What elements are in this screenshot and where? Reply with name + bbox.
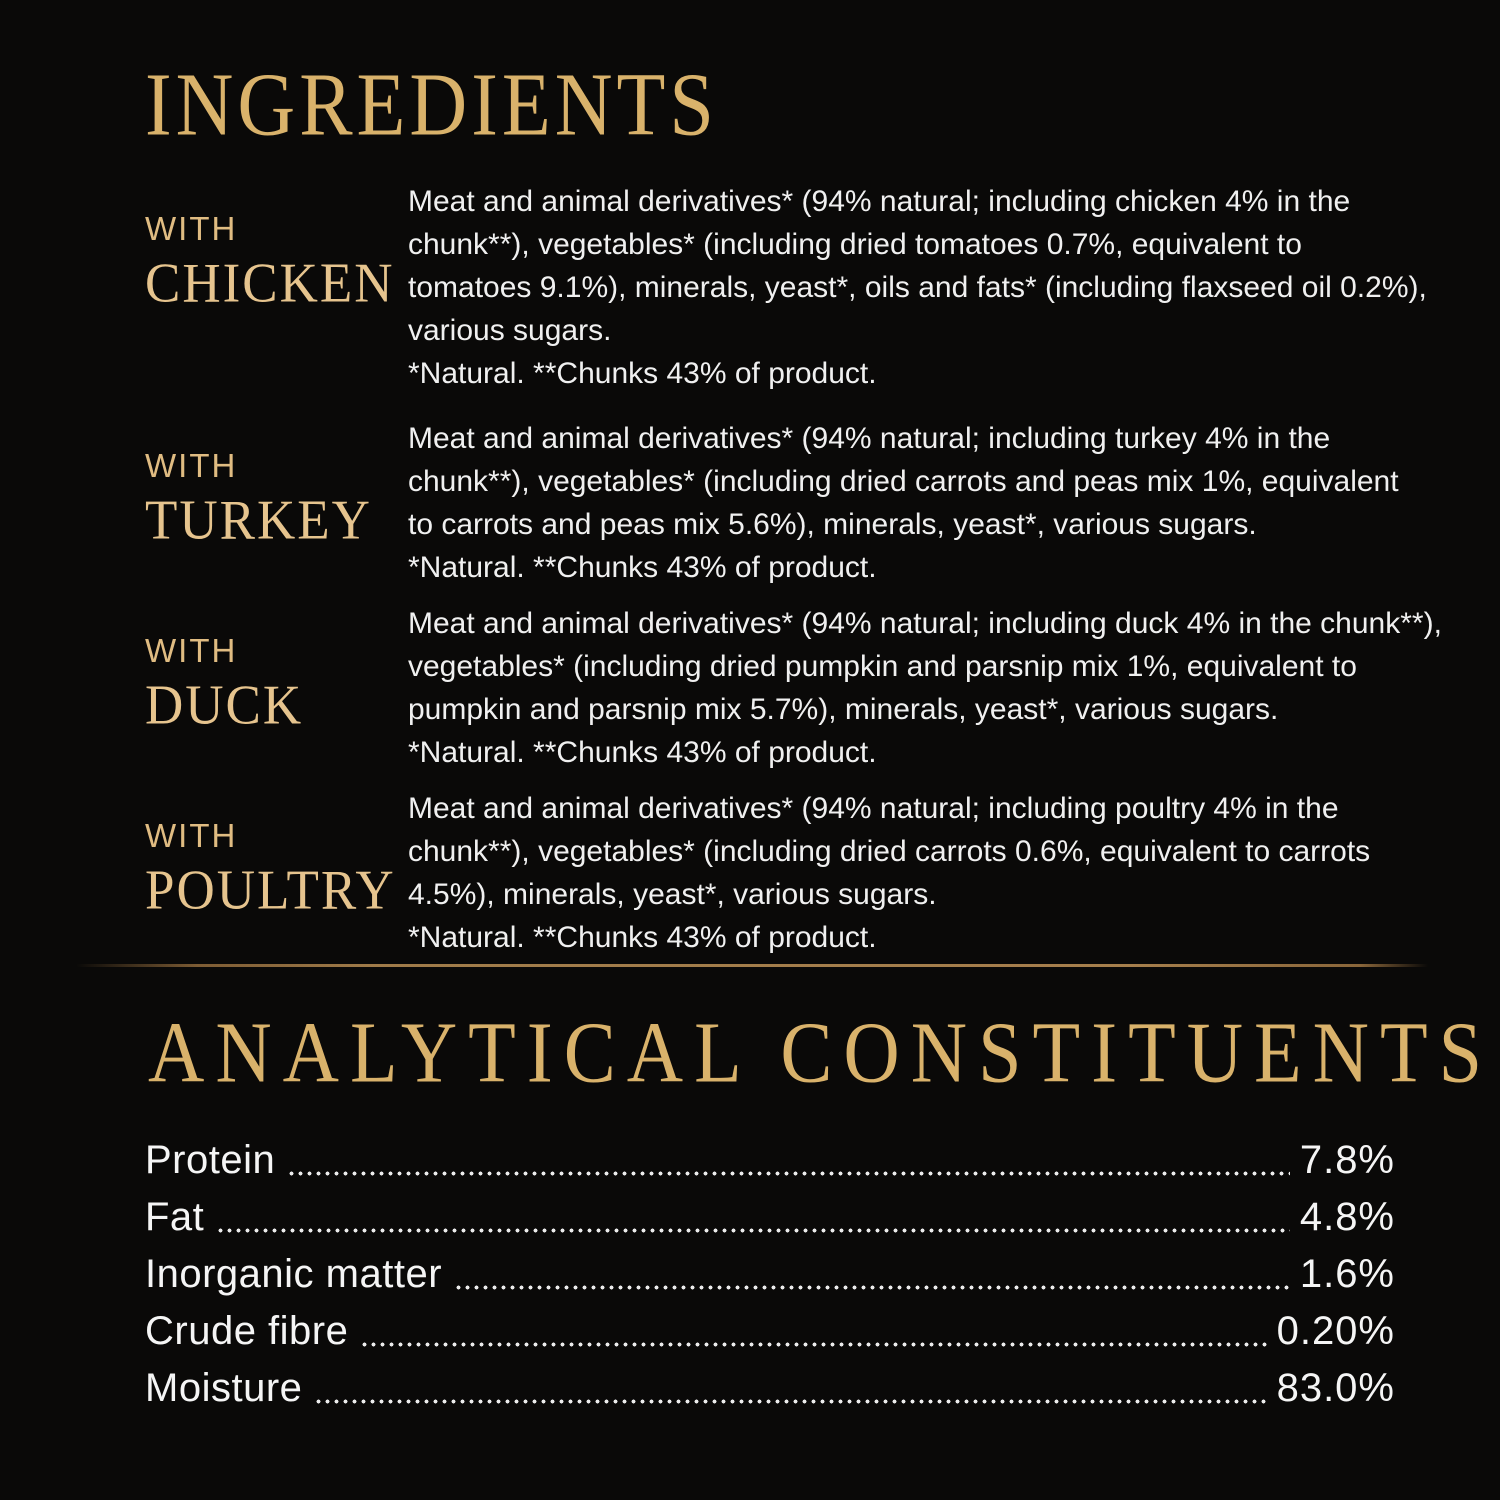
constituent-value: 0.20% <box>1276 1309 1395 1353</box>
section-ingredients-text: Meat and animal derivatives* (94% natura… <box>408 792 1371 954</box>
section-label-prefix: WITH <box>145 447 238 484</box>
gold-divider-line <box>76 964 1428 967</box>
ingredients-title: INGREDIENTS <box>145 56 718 155</box>
constituent-value: 4.8% <box>1299 1195 1395 1239</box>
dotted-leader <box>287 1171 1290 1176</box>
analytical-constituents-list: Protein 7.8% Fat 4.8% Inorganic matter 1… <box>145 1138 1395 1423</box>
constituent-label: Crude fibre <box>145 1309 349 1353</box>
ingredient-section-chicken: WITH CHICKEN Meat and animal derivatives… <box>145 180 1455 395</box>
constituent-value: 83.0% <box>1276 1366 1395 1410</box>
dotted-leader <box>454 1285 1290 1290</box>
section-label-prefix: WITH <box>145 632 238 669</box>
section-label-name: POULTRY <box>145 860 396 921</box>
constituent-row-inorganic-matter: Inorganic matter 1.6% <box>145 1252 1395 1309</box>
section-label-name: CHICKEN <box>145 253 395 314</box>
constituent-value: 7.8% <box>1299 1138 1395 1182</box>
dotted-leader <box>314 1399 1267 1404</box>
constituent-row-moisture: Moisture 83.0% <box>145 1366 1395 1423</box>
section-label-name: TURKEY <box>145 490 372 551</box>
section-label: WITH CHICKEN <box>145 180 408 395</box>
section-label: WITH POULTRY <box>145 787 408 959</box>
section-ingredients-text: Meat and animal derivatives* (94% natura… <box>408 185 1427 390</box>
ingredients-sections: WITH CHICKEN Meat and animal derivatives… <box>145 180 1455 972</box>
constituent-label: Moisture <box>145 1366 303 1410</box>
section-label-prefix: WITH <box>145 210 238 247</box>
constituent-value: 1.6% <box>1299 1252 1395 1296</box>
section-ingredients-text: Meat and animal derivatives* (94% natura… <box>408 422 1399 584</box>
section-label: WITH DUCK <box>145 602 408 774</box>
dotted-leader <box>360 1342 1267 1347</box>
section-label: WITH TURKEY <box>145 417 408 589</box>
constituent-label: Protein <box>145 1138 276 1182</box>
section-ingredients-text: Meat and animal derivatives* (94% natura… <box>408 607 1442 769</box>
constituent-label: Fat <box>145 1195 205 1239</box>
dotted-leader <box>216 1228 1290 1233</box>
section-label-prefix: WITH <box>145 817 238 854</box>
constituent-row-protein: Protein 7.8% <box>145 1138 1395 1195</box>
ingredient-section-duck: WITH DUCK Meat and animal derivatives* (… <box>145 602 1455 774</box>
ingredient-section-poultry: WITH POULTRY Meat and animal derivatives… <box>145 787 1455 959</box>
section-label-name: DUCK <box>145 675 304 736</box>
constituent-row-fat: Fat 4.8% <box>145 1195 1395 1252</box>
constituent-row-crude-fibre: Crude fibre 0.20% <box>145 1309 1395 1366</box>
constituent-label: Inorganic matter <box>145 1252 443 1296</box>
analytical-constituents-title: ANALYTICAL CONSTITUENTS <box>148 1003 1494 1101</box>
ingredient-section-turkey: WITH TURKEY Meat and animal derivatives*… <box>145 417 1455 589</box>
